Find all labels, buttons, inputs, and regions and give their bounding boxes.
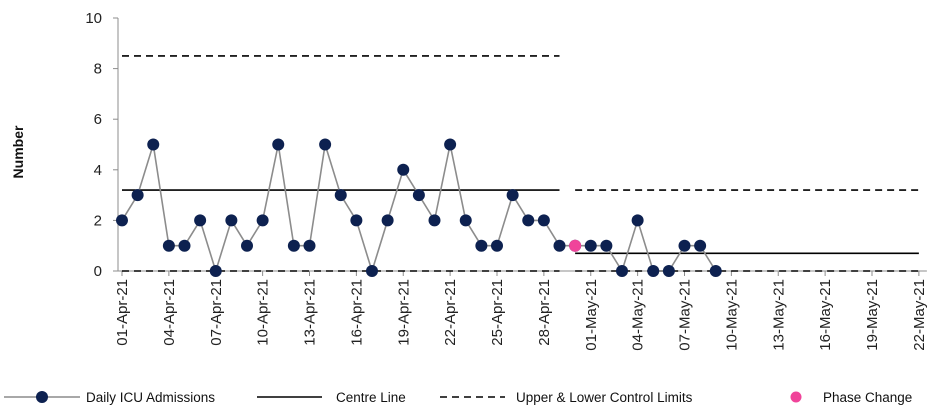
- data-point: [194, 214, 207, 227]
- data-point: [412, 189, 425, 202]
- phase-change-group: [569, 239, 582, 252]
- x-tick-label: 07-May-21: [677, 279, 694, 351]
- legend-item-centre-line: Centre Line: [257, 390, 406, 405]
- data-point: [303, 239, 316, 252]
- daily-admissions-line: [121, 144, 717, 274]
- x-tick-label: 13-May-21: [770, 279, 787, 351]
- data-point: [319, 138, 332, 151]
- data-point: [616, 265, 628, 277]
- data-point: [553, 239, 566, 252]
- data-point: [506, 189, 519, 202]
- data-point: [178, 239, 191, 252]
- x-tick-label: 04-May-21: [630, 279, 647, 351]
- legend-marker-daily: [36, 391, 48, 403]
- x-tick-label: 01-Apr-21: [114, 279, 131, 346]
- x-tick-label: 25-Apr-21: [489, 279, 506, 346]
- x-tick-label: 07-Apr-21: [208, 279, 225, 346]
- daily-admissions-series: [116, 138, 722, 277]
- legend-label-centre: Centre Line: [336, 390, 406, 405]
- y-axis-label: Number: [10, 125, 26, 178]
- data-point: [397, 163, 410, 176]
- data-point: [287, 239, 300, 252]
- data-point: [584, 239, 597, 252]
- data-point: [694, 239, 707, 252]
- legend: Daily ICU Admissions Centre Line Upper &…: [4, 390, 912, 405]
- data-point: [366, 265, 378, 277]
- data-point: [428, 214, 441, 227]
- x-tick-label: 16-May-21: [817, 279, 834, 351]
- data-point: [647, 265, 660, 277]
- data-point: [491, 239, 503, 252]
- y-tick-label: 10: [85, 10, 102, 27]
- data-point: [522, 214, 535, 227]
- x-tick-label: 28-Apr-21: [536, 279, 553, 346]
- x-tick-label: 19-May-21: [864, 279, 881, 351]
- data-point: [537, 214, 550, 227]
- data-point: [209, 265, 222, 277]
- legend-label-limits: Upper & Lower Control Limits: [516, 390, 693, 405]
- x-tick-label: 04-Apr-21: [161, 279, 178, 346]
- data-point: [116, 214, 128, 227]
- legend-label-daily: Daily ICU Admissions: [86, 390, 215, 405]
- x-tick-label: 10-Apr-21: [255, 279, 272, 346]
- data-point: [459, 214, 472, 227]
- data-point: [131, 189, 144, 202]
- data-point: [334, 189, 347, 202]
- x-tick-label: 01-May-21: [583, 279, 600, 351]
- x-tick-label: 13-Apr-21: [302, 279, 319, 346]
- data-point: [147, 138, 160, 151]
- data-point: [256, 214, 269, 227]
- data-point: [444, 138, 457, 151]
- axes: 0 2 4 6 8 10 01-Apr-21 04-Apr-21 07-Apr-21 10-Apr…: [85, 10, 928, 351]
- legend-item-daily-admissions: Daily ICU Admissions: [4, 390, 215, 405]
- y-tick-label: 2: [94, 212, 102, 229]
- x-tick-label: 16-Apr-21: [348, 279, 365, 346]
- data-point: [272, 138, 285, 151]
- data-point: [678, 239, 691, 252]
- legend-item-control-limits: Upper & Lower Control Limits: [440, 390, 693, 405]
- data-point: [662, 265, 675, 277]
- y-tick-label: 0: [94, 263, 102, 280]
- data-point: [350, 214, 363, 227]
- legend-item-phase-change: Phase Change: [790, 390, 912, 405]
- x-tick-label: 19-Apr-21: [395, 279, 412, 346]
- control-limit-lines: [122, 55, 919, 272]
- legend-label-phase: Phase Change: [823, 390, 912, 405]
- legend-marker-phase: [790, 391, 802, 403]
- data-point: [475, 239, 488, 252]
- x-tick-label: 10-May-21: [723, 279, 740, 351]
- y-tick-label: 4: [94, 162, 102, 179]
- data-point: [631, 214, 644, 227]
- y-tick-label: 6: [94, 111, 102, 128]
- x-tick-label: 22-Apr-21: [442, 279, 459, 346]
- data-point: [381, 214, 394, 227]
- phase-change-marker: [569, 239, 582, 252]
- data-point: [162, 239, 175, 252]
- y-tick-label: 8: [94, 61, 102, 78]
- x-tick-label: 22-May-21: [911, 279, 928, 351]
- data-point: [709, 265, 722, 277]
- data-point: [241, 239, 253, 252]
- data-point: [225, 214, 238, 227]
- data-point: [600, 239, 613, 252]
